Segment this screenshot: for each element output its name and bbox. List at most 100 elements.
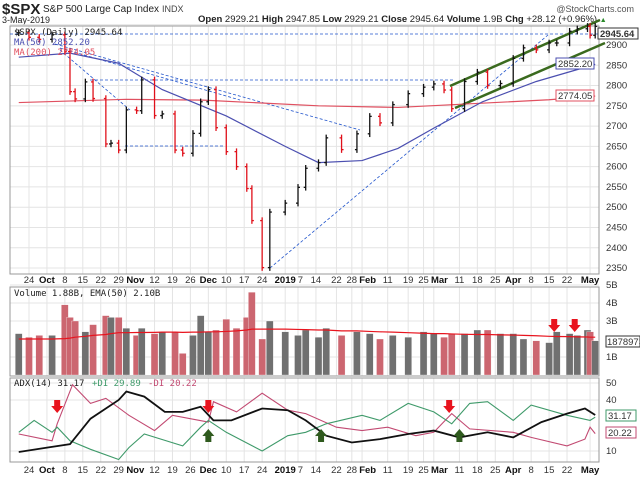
close-value: 2945.64 bbox=[409, 14, 445, 25]
volume-bar bbox=[248, 292, 256, 376]
volume-bar bbox=[197, 315, 205, 376]
volume-bar bbox=[353, 331, 361, 376]
red-down-arrow-icon bbox=[202, 400, 215, 413]
x-tick-label: Apr bbox=[505, 275, 522, 286]
volume-bar bbox=[258, 338, 266, 376]
volume-tick-label: 3B bbox=[606, 316, 618, 327]
open-label: Open bbox=[198, 14, 223, 25]
volume-bar bbox=[419, 331, 428, 376]
green-up-arrow-icon bbox=[315, 429, 328, 442]
price-tick-label: 2700 bbox=[606, 121, 627, 132]
volume-bar bbox=[573, 335, 581, 376]
x-tick-label: 8 bbox=[529, 275, 534, 286]
ma200-line bbox=[18, 95, 596, 109]
volume-bar bbox=[496, 333, 505, 376]
x-tick-label: 26 bbox=[185, 275, 196, 286]
volume-bar bbox=[366, 333, 374, 376]
volume-bar bbox=[591, 340, 599, 376]
x-tick-label: 12 bbox=[149, 275, 160, 286]
red-down-arrow-icon bbox=[443, 400, 456, 413]
quote-summary: Open 2929.21 High 2947.85 Low 2929.21 Cl… bbox=[198, 14, 607, 25]
x-tick-label: Feb bbox=[359, 275, 376, 286]
exchange: INDX bbox=[162, 4, 184, 14]
price-tick-label: 2750 bbox=[606, 101, 627, 112]
x-tick-label: 11 bbox=[454, 275, 464, 286]
mdi-legend: -DI 20.22 bbox=[148, 379, 197, 389]
adx-tick-label: 50 bbox=[606, 378, 617, 389]
x-tick-label: 28 bbox=[347, 275, 358, 286]
volume-bar bbox=[212, 329, 220, 376]
ma200-legend: MA(200) 2774.05 bbox=[14, 48, 95, 58]
price-channel bbox=[449, 18, 606, 110]
volume-bar bbox=[138, 328, 146, 376]
x-tick-label: 14 bbox=[311, 465, 322, 476]
adx-panel-frame bbox=[9, 377, 600, 463]
volume-bar bbox=[509, 333, 517, 376]
volume-tick-label: 1B bbox=[606, 352, 618, 363]
x-tick-label: 26 bbox=[185, 465, 196, 476]
price-tick-label: 2550 bbox=[606, 182, 627, 193]
x-tick-label: 19 bbox=[167, 465, 178, 476]
mdi-line bbox=[18, 383, 596, 447]
y-axis-labels: 2350 2400 2450 2500 2550 2600 2650 2700 2750 2800… bbox=[606, 40, 627, 457]
chg-value: +28.12 (+0.96%) bbox=[526, 14, 598, 25]
x-tick-label: 24 bbox=[24, 275, 35, 286]
volume-bar bbox=[150, 333, 159, 376]
x-tick-label: 22 bbox=[562, 275, 573, 286]
x-tick-label: 24 bbox=[257, 465, 268, 476]
channel-lower-line bbox=[454, 41, 606, 110]
volume-bar bbox=[440, 337, 448, 376]
volume-bar bbox=[337, 335, 346, 376]
price-tick-label: 2350 bbox=[606, 263, 627, 274]
watermark: @StockCharts.com bbox=[556, 4, 634, 14]
volume-bar bbox=[15, 333, 23, 376]
volume-bar bbox=[448, 333, 456, 376]
x-tick-label: 15 bbox=[78, 465, 89, 476]
x-tick-label: 17 bbox=[239, 275, 250, 286]
volume-bar bbox=[460, 333, 469, 376]
x-tick-label: 18 bbox=[472, 465, 483, 476]
price-tick-label: 2900 bbox=[606, 40, 627, 51]
volume-bar bbox=[389, 335, 397, 376]
x-tick-label: 22 bbox=[95, 465, 106, 476]
volume-bar bbox=[565, 333, 574, 376]
svg-text:2774.05: 2774.05 bbox=[558, 91, 592, 102]
price-tick-label: 2650 bbox=[606, 141, 627, 152]
x-tick-label: 8 bbox=[62, 275, 67, 286]
adx-tick-label: 10 bbox=[606, 446, 617, 457]
open-value: 2929.21 bbox=[224, 14, 260, 25]
green-up-arrow-icon bbox=[453, 429, 466, 442]
x-tick-label: 19 bbox=[403, 465, 414, 476]
x-tick-label: Oct bbox=[39, 275, 56, 286]
x-tick-label: 11 bbox=[383, 275, 393, 286]
volume-tick-label: 4B bbox=[606, 298, 618, 309]
x-tick-label: 11 bbox=[383, 465, 393, 476]
x-tick-label: 25 bbox=[418, 275, 429, 286]
security-name: S&P 500 Large Cap Index bbox=[43, 4, 160, 15]
volume-bar bbox=[376, 338, 384, 376]
x-tick-label: 19 bbox=[167, 275, 178, 286]
volume-bar bbox=[266, 320, 274, 376]
volume-bar bbox=[89, 324, 97, 376]
volume-legend: Volume 1.88B, EMA(50) 2.10B bbox=[14, 289, 160, 299]
volume-ema-series bbox=[18, 328, 596, 340]
red-down-arrow-icon bbox=[548, 319, 561, 332]
x-tick-label: 8 bbox=[62, 465, 67, 476]
volume-bar bbox=[281, 331, 289, 376]
channel-upper-line bbox=[449, 18, 601, 88]
x-tick-label: 19 bbox=[403, 275, 414, 286]
signal-arrows bbox=[51, 319, 581, 442]
x-tick-label: 25 bbox=[490, 275, 501, 286]
uptrend-line bbox=[269, 34, 549, 269]
volume-bar bbox=[314, 337, 323, 376]
volume-bar bbox=[483, 329, 492, 376]
volume-label: Volume bbox=[446, 14, 481, 25]
price-legend: $SPX (Daily) 2945.64 bbox=[14, 28, 122, 38]
volume-bar bbox=[115, 317, 123, 376]
x-tick-label: May bbox=[581, 465, 600, 476]
x-tick-label: Apr bbox=[505, 465, 522, 476]
x-tick-label: Dec bbox=[200, 465, 217, 476]
